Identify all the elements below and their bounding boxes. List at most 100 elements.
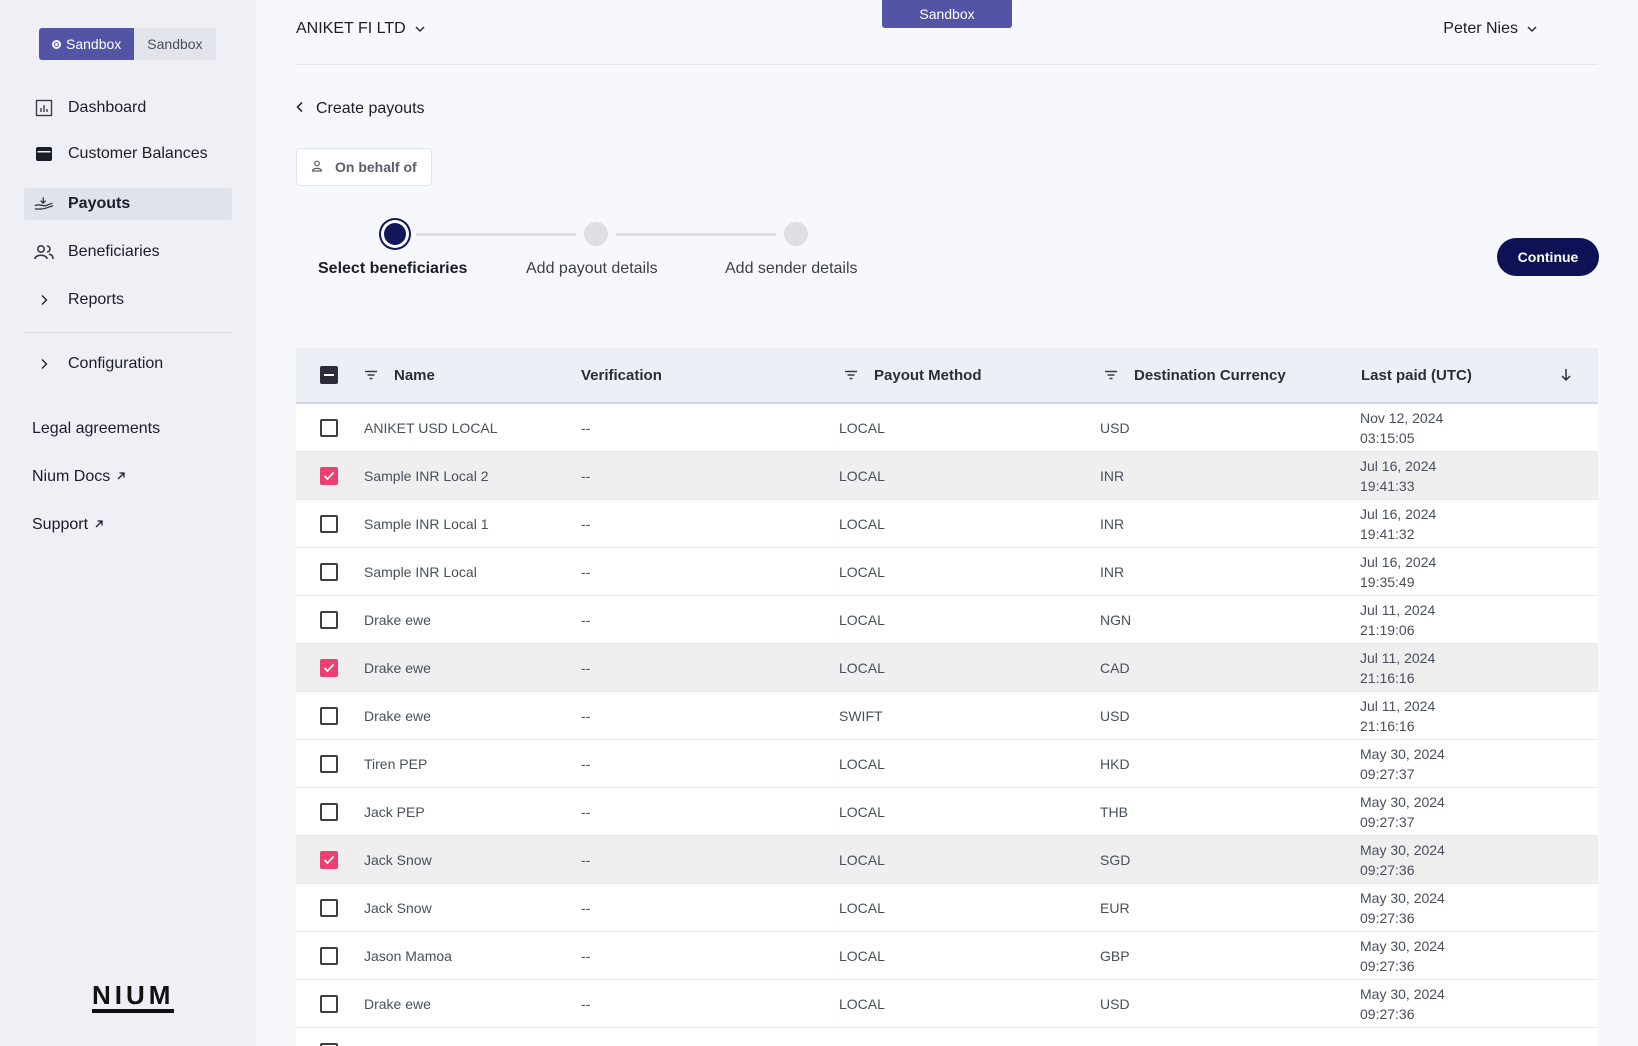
table-row[interactable]: Drake ewe -- LOCAL NGN Jul 11, 2024 21:19:06	[296, 596, 1598, 644]
on-behalf-of-button[interactable]: On behalf of	[296, 148, 432, 186]
table-row[interactable]: Sample INR Local 1 -- LOCAL INR Jul 16, 2024…	[296, 500, 1598, 548]
select-all-cell	[320, 348, 338, 402]
row-checkbox[interactable]	[320, 562, 338, 581]
currency-cell: NGN	[1100, 611, 1132, 628]
row-checkbox[interactable]	[320, 994, 338, 1013]
row-checkbox[interactable]	[320, 514, 338, 533]
last-paid-cell: May 30, 2024 09:27:37	[1360, 788, 1445, 835]
last-paid-date: Jul 11, 2024	[1360, 649, 1436, 666]
row-select-cell	[320, 740, 338, 787]
step-indicator-1	[384, 223, 406, 245]
verification-cell: --	[581, 755, 591, 772]
env-option-inactive[interactable]: Sandbox	[134, 28, 216, 60]
user-name: Peter Nies	[1443, 20, 1518, 37]
table-row[interactable]: Drake ewe -- LOCAL USD May 30, 2024 09:27:36	[296, 980, 1598, 1028]
filter-icon[interactable]	[364, 370, 378, 380]
row-checkbox[interactable]	[320, 706, 338, 725]
row-checkbox[interactable]	[320, 850, 338, 869]
nav-label-dashboard: Dashboard	[68, 99, 147, 116]
name-header[interactable]: Name	[364, 348, 435, 402]
table-header: Name Verification Payout Method Destinat…	[296, 348, 1598, 404]
org-switcher[interactable]: ANIKET FI LTD	[296, 20, 426, 38]
row-checkbox[interactable]	[320, 466, 338, 485]
step-connector	[616, 233, 776, 236]
last-paid-date: Jul 11, 2024	[1360, 697, 1436, 714]
currency-header[interactable]: Destination Currency	[1104, 348, 1286, 402]
org-name: ANIKET FI LTD	[296, 20, 406, 37]
name-cell: Sample INR Local 2	[364, 467, 489, 484]
table-row[interactable]: Apr 15, 2024	[296, 1028, 1598, 1046]
row-checkbox[interactable]	[320, 610, 338, 629]
support-link[interactable]: Support	[32, 516, 104, 534]
legal-agreements-link[interactable]: Legal agreements	[32, 420, 160, 438]
payout-method-cell: LOCAL	[839, 755, 885, 772]
nium-docs-link[interactable]: Nium Docs	[32, 468, 126, 486]
nav-item-dashboard[interactable]: Dashboard	[24, 92, 232, 124]
external-link-icon	[116, 468, 126, 486]
currency-cell: THB	[1100, 803, 1128, 820]
nav-item-customer-balances[interactable]: Customer Balances	[24, 138, 232, 170]
verification-header: Verification	[581, 348, 662, 402]
step-connector	[416, 233, 576, 236]
last-paid-time: 09:27:37	[1360, 813, 1415, 830]
nav-item-reports[interactable]: Reports	[24, 284, 232, 316]
payout-method-cell: LOCAL	[839, 563, 885, 580]
last-paid-time: 19:35:49	[1360, 573, 1415, 590]
verification-cell: --	[581, 467, 591, 484]
row-checkbox[interactable]	[320, 754, 338, 773]
continue-button[interactable]: Continue	[1497, 238, 1599, 276]
currency-cell: HKD	[1100, 755, 1130, 772]
row-checkbox[interactable]	[320, 1042, 338, 1046]
payout-method-header[interactable]: Payout Method	[844, 348, 982, 402]
table-row[interactable]: Jack Snow -- LOCAL EUR May 30, 2024 09:27:36	[296, 884, 1598, 932]
row-checkbox[interactable]	[320, 898, 338, 917]
last-paid-time: 21:16:16	[1360, 669, 1415, 686]
row-select-cell	[320, 932, 338, 979]
environment-toggle[interactable]: Sandbox Sandbox	[39, 28, 216, 60]
last-paid-cell: Jul 11, 2024 21:19:06	[1360, 596, 1435, 643]
nav-item-beneficiaries[interactable]: Beneficiaries	[24, 236, 232, 268]
table-row[interactable]: Jack Snow -- LOCAL SGD May 30, 2024 09:27:36	[296, 836, 1598, 884]
row-checkbox[interactable]	[320, 802, 338, 821]
payout-method-header-label: Payout Method	[874, 366, 982, 384]
wallet-icon	[34, 144, 54, 164]
row-checkbox[interactable]	[320, 946, 338, 965]
table-row[interactable]: Jack PEP -- LOCAL THB May 30, 2024 09:27:37	[296, 788, 1598, 836]
currency-cell: USD	[1100, 419, 1130, 436]
currency-cell: EUR	[1100, 899, 1130, 916]
row-checkbox[interactable]	[320, 658, 338, 677]
name-cell: Tiren PEP	[364, 755, 428, 772]
table-row[interactable]: Sample INR Local -- LOCAL INR Jul 16, 2024 19…	[296, 548, 1598, 596]
table-row[interactable]: Drake ewe -- SWIFT USD Jul 11, 2024 21:16:16	[296, 692, 1598, 740]
row-checkbox[interactable]	[320, 418, 338, 437]
last-paid-time: 09:27:36	[1360, 957, 1415, 974]
name-header-label: Name	[394, 366, 435, 384]
filter-icon[interactable]	[1104, 370, 1118, 380]
step-label-payout-details: Add payout details	[526, 260, 658, 277]
currency-cell: SGD	[1100, 851, 1131, 868]
table-row[interactable]: Sample INR Local 2 -- LOCAL INR Jul 16, 2024…	[296, 452, 1598, 500]
dashboard-icon	[34, 98, 54, 118]
nav-label-configuration: Configuration	[68, 355, 164, 372]
user-menu[interactable]: Peter Nies	[1443, 20, 1538, 38]
last-paid-header[interactable]: Last paid (UTC)	[1361, 348, 1472, 402]
nav-item-payouts[interactable]: Payouts	[24, 188, 232, 220]
nav-item-configuration[interactable]: Configuration	[24, 348, 232, 380]
name-cell: Jack PEP	[364, 803, 425, 820]
table-row[interactable]: Jason Mamoa -- LOCAL GBP May 30, 2024 09:27:3…	[296, 932, 1598, 980]
last-paid-cell: Apr 15, 2024	[1360, 1028, 1440, 1046]
sort-desc-icon[interactable]	[1560, 348, 1572, 402]
table-row[interactable]: Drake ewe -- LOCAL CAD Jul 11, 2024 21:16:16	[296, 644, 1598, 692]
table-row[interactable]: Tiren PEP -- LOCAL HKD May 30, 2024 09:27:37	[296, 740, 1598, 788]
env-option-active[interactable]: Sandbox	[39, 28, 135, 60]
back-link[interactable]: Create payouts	[296, 100, 425, 118]
name-cell: ANIKET USD LOCAL	[364, 419, 498, 436]
filter-icon[interactable]	[844, 370, 858, 380]
last-paid-time: 09:27:36	[1360, 861, 1415, 878]
last-paid-date: Jul 16, 2024	[1360, 553, 1437, 570]
table-row[interactable]: ANIKET USD LOCAL -- LOCAL USD Nov 12, 2024 03…	[296, 404, 1598, 452]
legal-agreements-label: Legal agreements	[32, 420, 161, 437]
select-all-checkbox[interactable]	[320, 366, 338, 384]
payout-method-cell: LOCAL	[839, 467, 885, 484]
row-select-cell	[320, 404, 338, 451]
